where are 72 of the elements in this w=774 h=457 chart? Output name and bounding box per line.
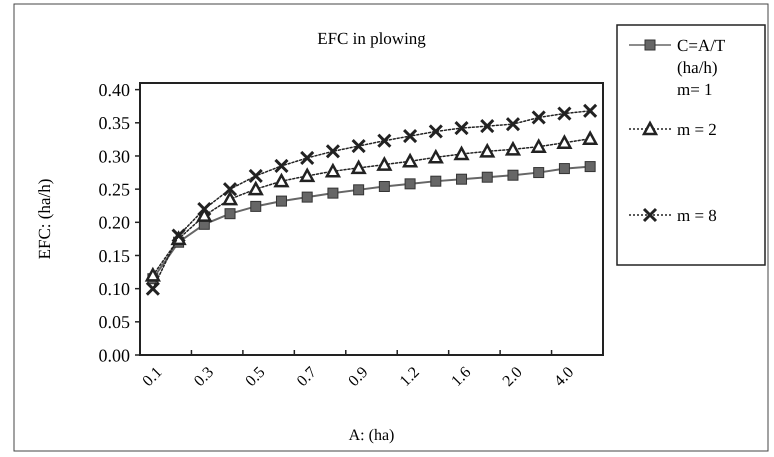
point [224,208,236,220]
x-tick-label: 2.0 [500,364,526,390]
y-tick-label: 0.25 [98,179,130,200]
point [196,202,212,217]
point [456,174,468,185]
point [274,158,289,174]
point [402,154,418,168]
point [454,120,470,136]
point [556,106,572,122]
point [327,188,338,199]
x-tick-label: 1.2 [396,364,423,390]
point [351,138,366,154]
point [531,139,546,153]
point [222,182,238,197]
legend-label: m = 8 [677,206,717,225]
y-axis-title: EFC: (ha/h) [35,178,54,260]
x-tick-label: 0.7 [294,364,320,390]
y-tick-label: 0.35 [98,113,130,134]
x-tick-label: 0.1 [139,364,166,390]
point [428,150,444,164]
point [428,124,444,139]
point [145,281,160,296]
x-tick-label: 0.5 [242,364,269,390]
point [480,144,494,158]
point [274,174,289,188]
point [404,178,416,190]
point [584,161,596,172]
legend-label: m = 2 [677,120,717,139]
point [506,142,520,156]
y-tick-label: 0.15 [98,246,130,266]
y-tick-label: 0.40 [98,80,130,100]
point [248,168,264,184]
y-tick-label: 0.20 [98,212,130,233]
point [507,170,518,181]
point [480,118,495,134]
point [558,163,570,174]
chart-title: EFC in plowing [317,29,426,48]
point [582,103,598,118]
point [582,131,598,145]
point [248,182,263,196]
x-tick-label: 1.6 [448,364,474,390]
x-axis-title: A: (ha) [348,427,394,444]
point [557,135,572,149]
y-tick-label: 0.05 [98,312,130,332]
point [302,192,313,203]
point [222,192,238,206]
point [351,160,366,174]
point [300,150,315,166]
point [300,168,314,182]
y-tick-label: 0.30 [98,146,130,166]
point [531,110,546,125]
point [505,116,520,132]
point [325,144,340,159]
point [276,196,287,207]
point [250,200,262,212]
point [482,172,493,183]
point [326,164,340,178]
point [378,180,390,192]
y-tick-label: 0.00 [98,345,130,366]
y-tick-label: 0.10 [98,278,130,299]
point [533,167,544,178]
point [146,268,160,282]
point [376,133,392,148]
legend-label: C=A/T (ha/h) m= 1 [677,36,726,99]
x-tick-label: 0.3 [190,364,218,390]
point [402,128,418,144]
point [430,176,442,187]
point [377,157,392,171]
point [353,184,364,196]
x-tick-label: 0.9 [345,364,372,390]
x-tick-label: 4.0 [551,364,578,390]
point [454,146,469,160]
